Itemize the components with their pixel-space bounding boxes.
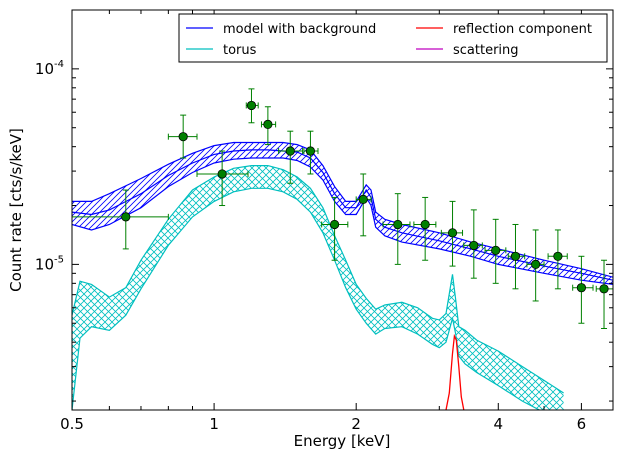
y-axis-label: Count rate [cts/s/keV] <box>7 128 25 292</box>
data-point <box>285 146 295 156</box>
x-axis-label: Energy [keV] <box>294 432 391 450</box>
data-points <box>72 88 613 329</box>
data-point <box>420 219 430 230</box>
data-point <box>393 219 403 230</box>
torus-band <box>72 165 564 410</box>
legend-box <box>178 13 608 63</box>
data-point <box>246 100 257 111</box>
data-point <box>510 251 521 261</box>
x-tick-label: 4 <box>494 415 504 433</box>
data-point <box>358 194 368 204</box>
data-point <box>329 219 340 230</box>
data-point <box>599 284 609 294</box>
x-tick-label: 1 <box>209 415 219 433</box>
model-upper-line <box>72 141 613 278</box>
reflection-line <box>445 333 465 410</box>
torus-lower-line <box>72 187 541 410</box>
x-tick-label: 6 <box>577 415 587 433</box>
plot-frame <box>71 9 614 411</box>
x-tick-label: 2 <box>351 415 361 433</box>
data-point <box>553 251 563 261</box>
data-point <box>576 283 586 293</box>
data-point <box>531 259 541 269</box>
legend: model with background reflection compone… <box>178 13 608 63</box>
legend-label-scattering: scattering <box>453 43 519 58</box>
plot-area <box>72 88 613 410</box>
data-point <box>178 132 188 142</box>
legend-label-torus: torus <box>223 43 257 58</box>
model-band-fill <box>72 142 613 285</box>
axis-ticks: 0.5 1 2 4 6 10-5 10-4 <box>35 10 613 433</box>
data-point <box>469 240 479 251</box>
torus-band-fill <box>72 165 564 410</box>
x-tick-label: 0.5 <box>60 415 84 433</box>
data-point <box>491 245 501 255</box>
reflection-curve <box>445 333 465 410</box>
y-tick-label: 10-5 <box>35 254 64 273</box>
model-mid-line <box>72 149 613 281</box>
legend-label-model: model with background <box>223 22 376 37</box>
data-point <box>121 212 131 222</box>
y-tick-label: 10-4 <box>35 59 64 78</box>
data-point <box>217 169 227 179</box>
model-lower-line <box>72 157 613 285</box>
data-point <box>305 146 316 156</box>
legend-label-reflection: reflection component <box>453 22 592 37</box>
torus-upper-line <box>72 165 564 394</box>
data-point <box>263 119 273 129</box>
data-point <box>447 228 458 238</box>
model-band <box>72 141 613 285</box>
